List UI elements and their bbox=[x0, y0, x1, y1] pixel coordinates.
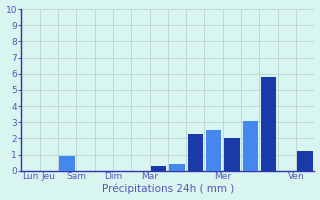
Bar bbox=[169, 164, 185, 171]
Bar bbox=[261, 77, 276, 171]
Bar bbox=[224, 138, 240, 171]
Bar bbox=[206, 130, 221, 171]
X-axis label: Précipitations 24h ( mm ): Précipitations 24h ( mm ) bbox=[102, 184, 234, 194]
Bar bbox=[151, 166, 166, 171]
Bar bbox=[188, 134, 203, 171]
Bar bbox=[59, 156, 75, 171]
Bar bbox=[243, 121, 258, 171]
Bar bbox=[298, 151, 313, 171]
